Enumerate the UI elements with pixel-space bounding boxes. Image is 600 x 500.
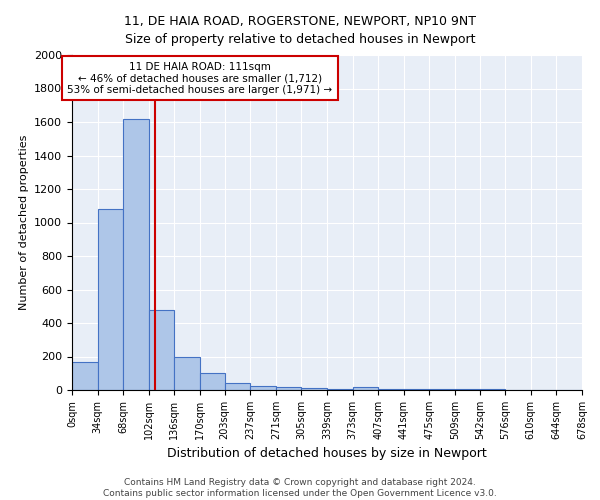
Bar <box>455 389 479 390</box>
Bar <box>404 389 430 390</box>
Bar <box>200 373 224 390</box>
Bar <box>301 388 327 390</box>
Bar <box>175 356 200 390</box>
Text: 11 DE HAIA ROAD: 111sqm
← 46% of detached houses are smaller (1,712)
53% of semi: 11 DE HAIA ROAD: 111sqm ← 46% of detache… <box>67 62 332 95</box>
Bar <box>72 362 98 390</box>
Bar <box>123 118 149 390</box>
Bar <box>276 388 301 390</box>
Bar <box>250 386 276 390</box>
Bar <box>98 209 123 390</box>
Text: 11, DE HAIA ROAD, ROGERSTONE, NEWPORT, NP10 9NT: 11, DE HAIA ROAD, ROGERSTONE, NEWPORT, N… <box>124 15 476 28</box>
Bar <box>378 389 404 390</box>
Bar <box>430 389 455 390</box>
Bar <box>327 388 353 390</box>
Bar <box>479 389 505 390</box>
Bar <box>224 384 250 390</box>
Y-axis label: Number of detached properties: Number of detached properties <box>19 135 29 310</box>
Bar <box>353 386 378 390</box>
Text: Size of property relative to detached houses in Newport: Size of property relative to detached ho… <box>125 32 475 46</box>
Text: Contains HM Land Registry data © Crown copyright and database right 2024.
Contai: Contains HM Land Registry data © Crown c… <box>103 478 497 498</box>
X-axis label: Distribution of detached houses by size in Newport: Distribution of detached houses by size … <box>167 448 487 460</box>
Bar <box>149 310 175 390</box>
